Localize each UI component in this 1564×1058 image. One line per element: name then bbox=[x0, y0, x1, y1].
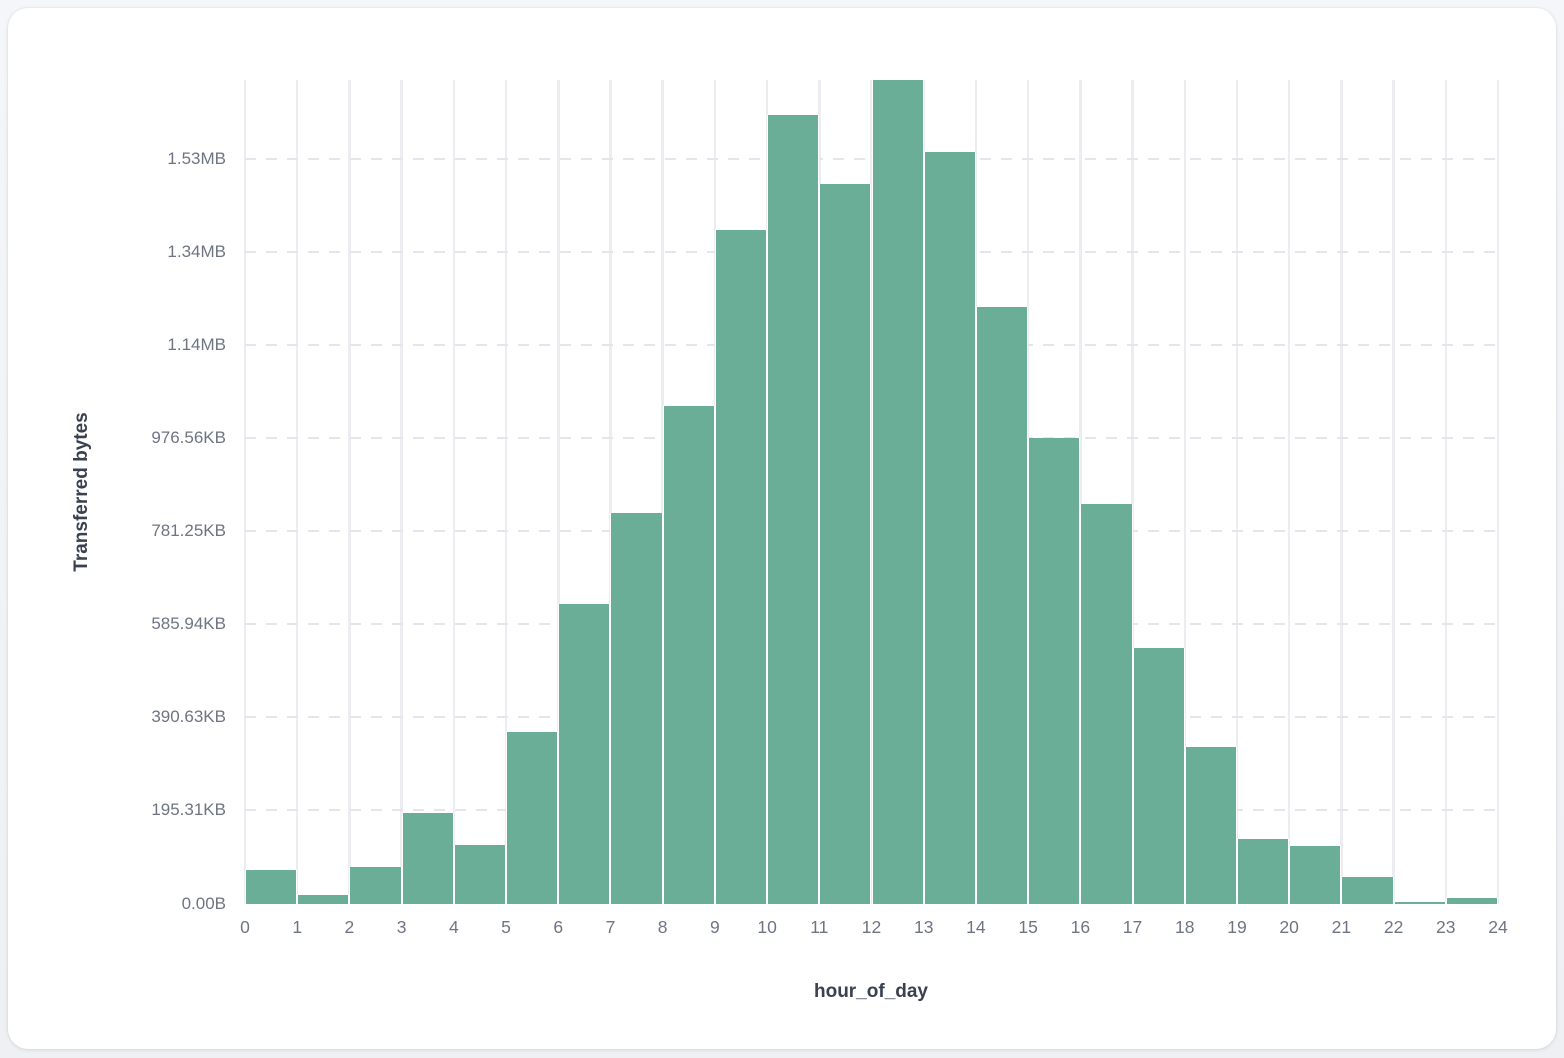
histogram-bar-hour-9[interactable] bbox=[714, 230, 768, 904]
x-tick-label: 10 bbox=[757, 917, 777, 937]
x-tick-label: 14 bbox=[966, 917, 986, 937]
histogram-bar-hour-11[interactable] bbox=[819, 183, 872, 904]
vertical-gridline bbox=[1235, 80, 1239, 904]
histogram-bar-hour-0[interactable] bbox=[245, 869, 298, 904]
vertical-gridline bbox=[1496, 80, 1500, 904]
x-tick-label: 20 bbox=[1279, 917, 1299, 937]
vertical-gridline bbox=[348, 80, 351, 904]
x-tick-label: 0 bbox=[240, 917, 250, 937]
vertical-gridline bbox=[1444, 80, 1448, 904]
histogram-bar-hour-5[interactable] bbox=[506, 731, 559, 904]
y-tick-label: 976.56KB bbox=[151, 428, 226, 448]
histogram-bar-hour-19[interactable] bbox=[1236, 839, 1290, 904]
x-tick-label: 5 bbox=[501, 917, 511, 937]
x-tick-label: 18 bbox=[1175, 917, 1195, 937]
histogram-bar-hour-2[interactable] bbox=[349, 867, 402, 904]
vertical-gridline bbox=[400, 80, 403, 904]
chart-card: Transferred bytes 0.00B 195.31KB 390.63KB 5… bbox=[8, 8, 1556, 1049]
histogram-bar-hour-3[interactable] bbox=[401, 812, 454, 904]
histogram-bar-hour-4[interactable] bbox=[453, 845, 507, 904]
y-tick-label: 390.63KB bbox=[151, 707, 226, 727]
x-tick-label: 15 bbox=[1018, 917, 1038, 937]
x-tick-label: 22 bbox=[1383, 917, 1404, 937]
vertical-gridline bbox=[1340, 80, 1343, 904]
histogram-bar-hour-23[interactable] bbox=[1445, 898, 1498, 904]
y-tick-label: 781.25KB bbox=[151, 521, 226, 541]
histogram-bar-hour-1[interactable] bbox=[297, 894, 350, 904]
x-tick-label: 11 bbox=[810, 917, 829, 937]
histogram-bar-hour-18[interactable] bbox=[1184, 747, 1237, 904]
x-tick-label: 4 bbox=[448, 917, 459, 937]
vertical-gridline bbox=[243, 80, 247, 904]
x-tick-label: 6 bbox=[553, 917, 564, 937]
y-tick-label: 1.14MB bbox=[167, 335, 226, 355]
x-tick-label: 24 bbox=[1488, 917, 1508, 937]
vertical-gridline bbox=[452, 80, 456, 904]
y-tick-label: 585.94KB bbox=[151, 614, 226, 634]
histogram-bar-hour-17[interactable] bbox=[1132, 648, 1185, 904]
x-tick-label: 13 bbox=[913, 917, 934, 937]
vertical-gridline bbox=[295, 80, 299, 904]
vertical-gridline bbox=[557, 80, 560, 904]
x-tick-label: 17 bbox=[1122, 917, 1143, 937]
histogram-bar-hour-14[interactable] bbox=[975, 306, 1029, 904]
x-tick-label: 3 bbox=[396, 917, 407, 937]
histogram-bar-hour-8[interactable] bbox=[662, 405, 715, 904]
vertical-gridline bbox=[1287, 80, 1291, 904]
x-axis-title: hour_of_day bbox=[813, 981, 929, 1002]
histogram-bar-hour-20[interactable] bbox=[1289, 845, 1342, 904]
x-tick-label: 16 bbox=[1070, 917, 1091, 937]
vertical-gridline bbox=[609, 80, 612, 904]
y-tick-label: 1.53MB bbox=[167, 149, 226, 169]
plot-area bbox=[243, 80, 1500, 904]
histogram-bar-hour-15[interactable] bbox=[1028, 438, 1081, 904]
y-tick-label: 0.00B bbox=[181, 893, 226, 913]
x-tick-label: 19 bbox=[1227, 917, 1247, 937]
x-tick-label: 23 bbox=[1436, 917, 1456, 937]
histogram-bar-hour-22[interactable] bbox=[1393, 902, 1446, 904]
histogram-bar-hour-16[interactable] bbox=[1080, 504, 1133, 904]
x-tick-label: 21 bbox=[1331, 917, 1352, 937]
x-tick-label: 12 bbox=[861, 917, 882, 937]
vertical-gridline bbox=[1392, 80, 1395, 904]
vertical-gridline bbox=[504, 80, 508, 904]
x-tick-label: 9 bbox=[710, 917, 720, 937]
y-tick-label: 1.34MB bbox=[167, 242, 226, 262]
vertical-gridline bbox=[1079, 80, 1082, 904]
histogram-bar-hour-12[interactable] bbox=[871, 80, 924, 904]
histogram-bar-hour-10[interactable] bbox=[767, 115, 820, 904]
vertical-gridline bbox=[1131, 80, 1134, 904]
histogram-bar-hour-13[interactable] bbox=[923, 151, 976, 904]
histogram-bar-hour-7[interactable] bbox=[610, 513, 663, 904]
x-tick-label: 1 bbox=[292, 917, 303, 937]
x-tick-label: 8 bbox=[657, 917, 668, 937]
vertical-gridline bbox=[1183, 80, 1186, 904]
y-tick-label: 195.31KB bbox=[151, 800, 226, 820]
x-tick-label: 7 bbox=[605, 917, 616, 937]
x-tick-label: 2 bbox=[344, 917, 355, 937]
histogram-bar-hour-6[interactable] bbox=[558, 604, 611, 904]
histogram-bar-hour-21[interactable] bbox=[1341, 877, 1394, 904]
